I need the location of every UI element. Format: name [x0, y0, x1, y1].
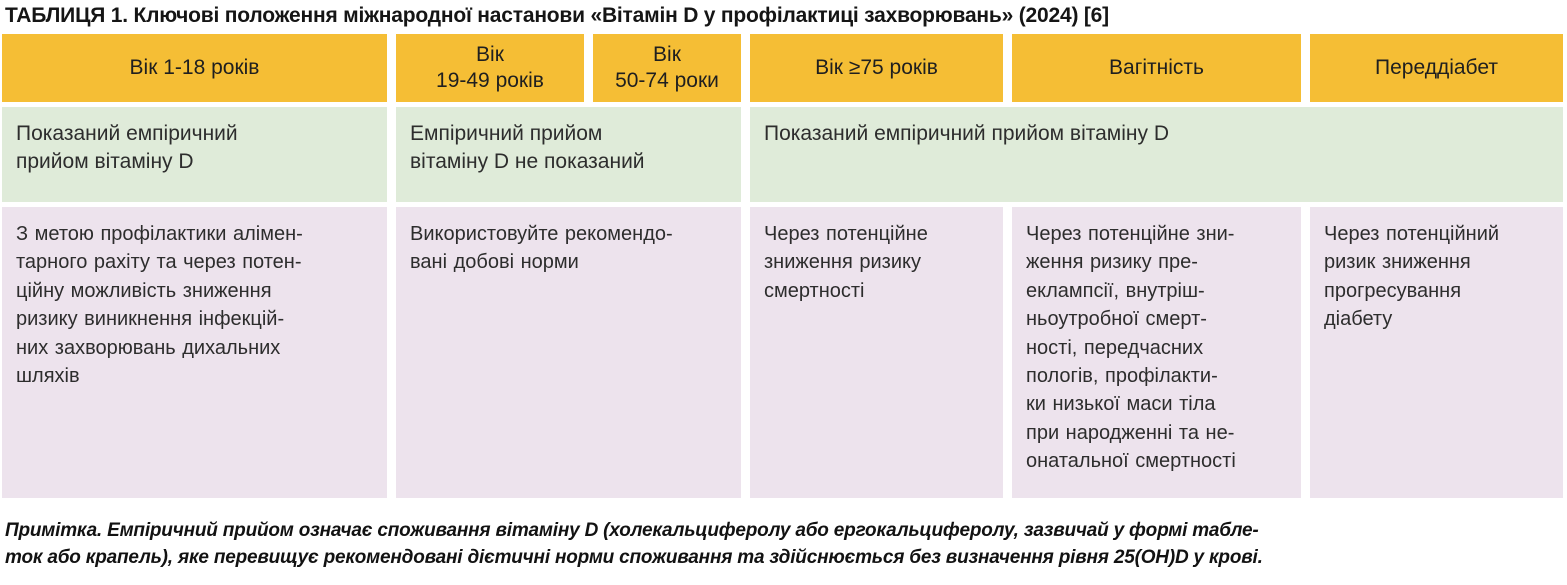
detail-cell-prediabetes: Через потенційний ризик зниження прогрес…: [1310, 207, 1563, 498]
vitamin-d-table: Вік 1-18 років Вік 19-49 років Вік 50-74…: [2, 34, 1563, 498]
table-title: ТАБЛИЦЯ 1. Ключові положення міжнародної…: [5, 4, 1109, 27]
indication-cell-age-19-74: Емпіричний прийом вітаміну D не показани…: [396, 107, 741, 202]
header-cell-age-1-18: Вік 1-18 років: [2, 34, 387, 102]
header-cell-age-75-plus: Вік ≥75 років: [750, 34, 1003, 102]
header-cell-age-50-74: Вік 50-74 роки: [593, 34, 741, 102]
header-cell-pregnancy: Вагітність: [1012, 34, 1301, 102]
detail-cell-age-1-18: З метою профілактики алімен- тарного рах…: [2, 207, 387, 498]
footnote: Примітка. Емпіричний прийом означає спож…: [5, 520, 1263, 568]
detail-cell-pregnancy: Через потенційне зни- ження ризику пре- …: [1012, 207, 1301, 498]
header-cell-prediabetes: Переддіабет: [1310, 34, 1563, 102]
header-cell-age-19-49: Вік 19-49 років: [396, 34, 584, 102]
detail-cell-age-75-plus: Через потенційне зниження ризику смертно…: [750, 207, 1003, 498]
indication-cell-age-75-pregnancy-prediabetes: Показаний емпіричний прийом вітаміну D: [750, 107, 1563, 202]
detail-cell-age-19-74: Використовуйте рекомендо- вані добові но…: [396, 207, 741, 498]
indication-cell-age-1-18: Показаний емпіричний прийом вітаміну D: [2, 107, 387, 202]
